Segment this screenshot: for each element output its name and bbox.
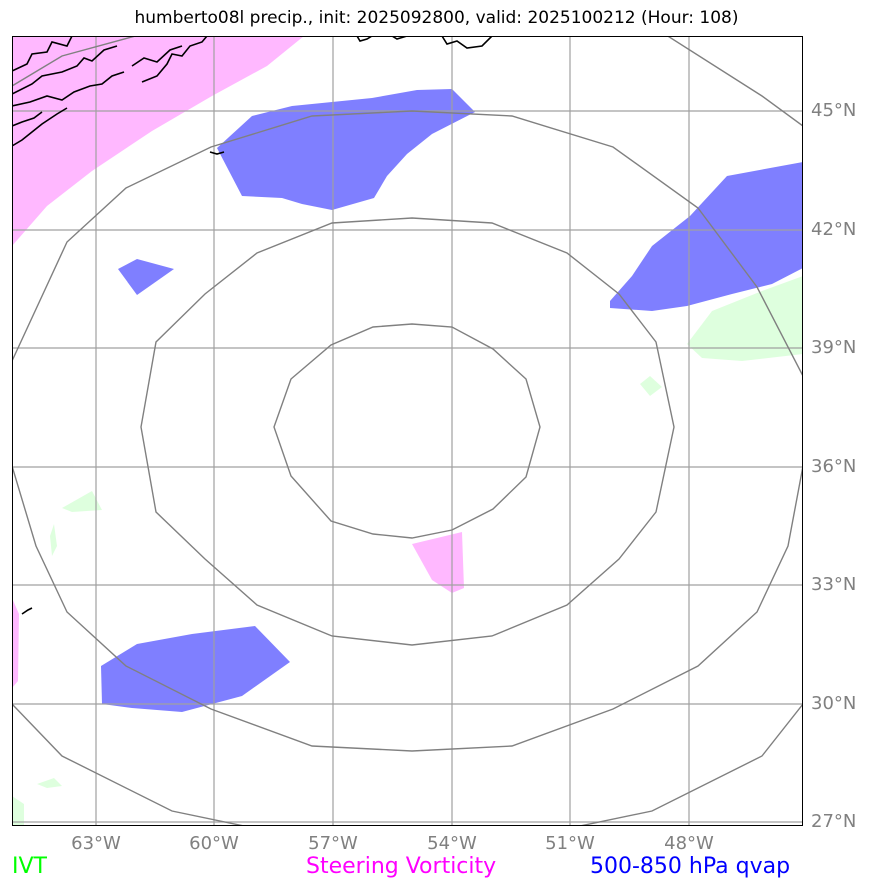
lon-label: 48°W (664, 833, 714, 854)
ivt-areas (12, 276, 803, 826)
legend-steering-vorticity: Steering Vorticity (306, 854, 497, 879)
legend-qvap: 500-850 hPa qvap (590, 854, 791, 879)
map-panel (12, 36, 803, 826)
qvap-areas (101, 89, 803, 712)
legend-ivt: IVT (12, 854, 47, 879)
range-rings (12, 36, 803, 826)
lon-label: 57°W (308, 833, 358, 854)
lat-label: 27°N (811, 811, 857, 832)
lon-label: 63°W (71, 833, 121, 854)
lon-label: 51°W (545, 833, 595, 854)
coastline (12, 36, 493, 615)
lat-label: 45°N (811, 100, 857, 121)
lon-label: 54°W (427, 833, 477, 854)
meridian-lines (95, 36, 690, 826)
lat-label: 39°N (811, 337, 857, 358)
lat-label: 36°N (811, 456, 857, 477)
map-title: humberto08l precip., init: 2025092800, v… (134, 8, 739, 28)
lon-label: 60°W (189, 833, 239, 854)
lat-label: 33°N (811, 574, 857, 595)
lat-label: 30°N (811, 693, 857, 714)
lat-label: 42°N (811, 219, 857, 240)
parallel-lines (12, 110, 803, 823)
